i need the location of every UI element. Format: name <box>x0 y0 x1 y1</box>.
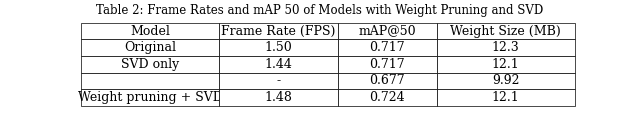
Text: Table 2: Frame Rates and mAP 50 of Models with Weight Pruning and SVD: Table 2: Frame Rates and mAP 50 of Model… <box>97 4 543 17</box>
